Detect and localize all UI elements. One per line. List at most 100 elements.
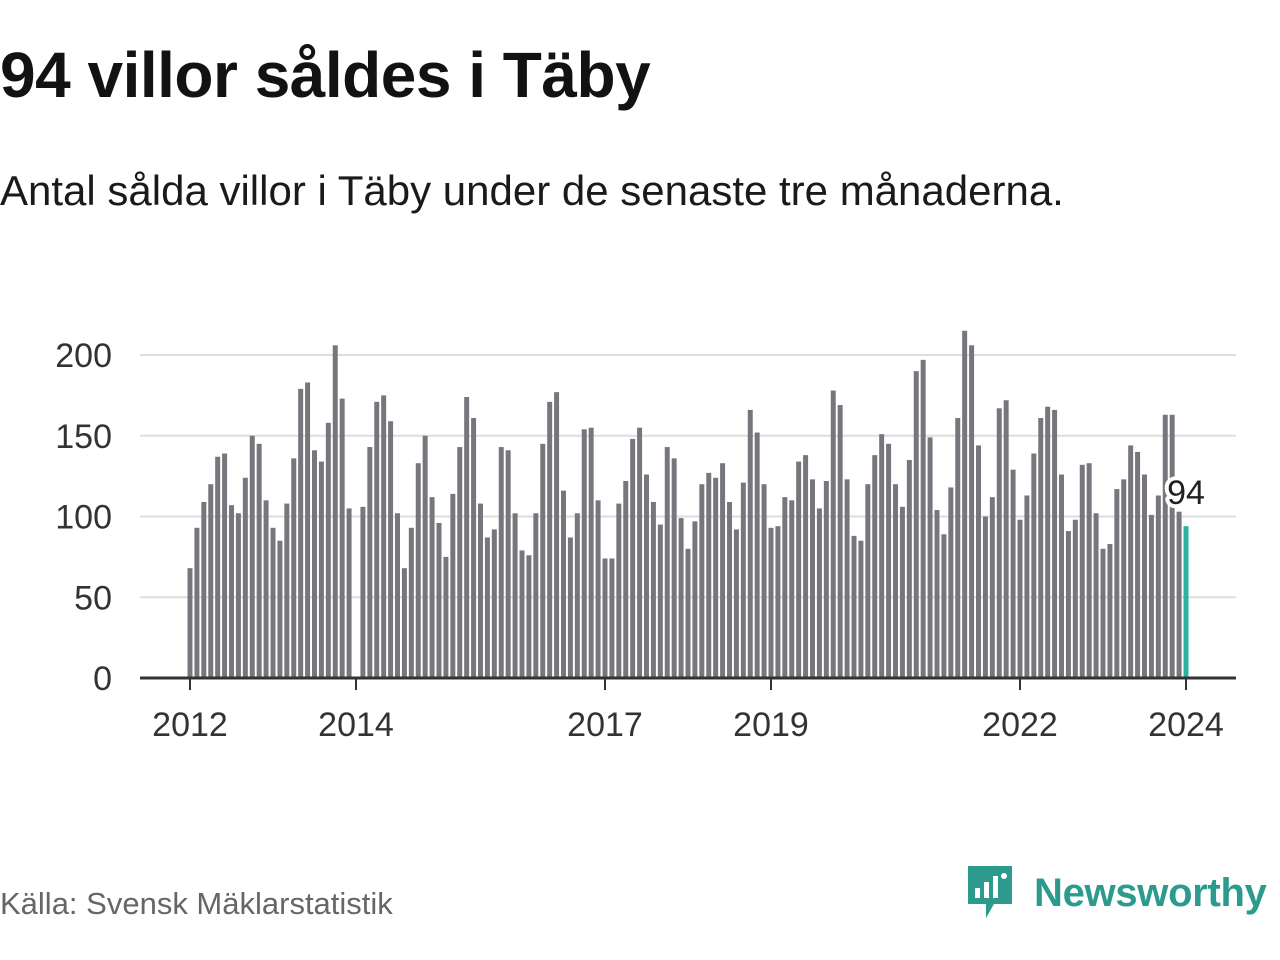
newsworthy-logo-icon [968,866,1012,918]
bar [837,405,843,678]
bar [948,487,954,678]
bar [886,443,892,678]
chart-title: 94 villor såldes i Täby [0,39,651,111]
highlight-bar [1183,526,1189,678]
bar [768,527,774,678]
bar [934,510,940,678]
bar [367,447,373,678]
x-tick-label: 2024 [1148,706,1224,744]
bar [381,395,387,678]
x-tick-label: 2022 [982,706,1058,744]
bar [512,513,518,678]
bar [588,427,594,678]
bar [810,479,815,678]
bar [256,443,262,678]
bar [1010,469,1016,678]
brand-logo[interactable]: Newsworthy [964,862,1267,924]
bar [464,396,470,678]
bar [567,537,573,678]
bar [754,432,760,678]
bar [1017,519,1023,678]
bar [720,463,726,678]
bar [457,447,463,678]
bar [1155,495,1161,678]
bar [325,422,331,678]
bar [395,513,400,678]
bar [1038,417,1044,678]
x-tick-label: 2012 [152,706,228,744]
bar [1100,548,1106,678]
bar [713,477,719,678]
bar [1052,409,1058,678]
bar [505,450,511,678]
brand-name: Newsworthy [1034,870,1267,915]
bar [692,521,698,678]
bar [215,456,221,678]
bar [657,524,663,678]
bar [671,458,677,678]
bar [865,484,871,678]
bar [484,537,490,678]
bar [775,526,781,678]
bar [498,447,504,678]
bar [830,390,836,678]
bar [920,359,926,678]
x-tick-label: 2014 [318,706,394,744]
bar [284,503,290,678]
bar [996,408,1002,678]
bar [976,445,981,678]
bar [450,493,456,678]
bar [339,398,345,678]
bar [1086,463,1092,678]
bar [1107,543,1113,678]
bar [318,461,324,678]
bar [443,556,449,678]
bar [291,458,297,678]
bar [913,371,919,678]
bar [561,490,566,678]
bar [436,522,442,678]
bar [298,388,304,678]
bar [526,555,532,678]
bar [1024,495,1030,678]
bars [187,330,1189,678]
bar [547,401,553,678]
y-tick-label: 200 [55,337,112,375]
bar [360,506,366,678]
bar [346,508,352,678]
bar [1059,474,1064,678]
bar [478,503,483,678]
bar [1065,531,1071,678]
bar [540,443,546,678]
bar [982,516,988,678]
bar [1135,451,1141,678]
bar [554,392,560,678]
bar [989,497,995,678]
bar [796,461,802,678]
bar [229,505,234,678]
bar [222,453,228,678]
bar [685,548,691,678]
bar [1003,400,1009,678]
bar [706,472,712,678]
bar [602,558,608,678]
bar [422,435,428,678]
bar [969,345,975,678]
x-tick-label: 2019 [733,706,809,744]
bar [519,550,525,678]
bar [235,513,241,678]
bar [899,506,905,678]
bar [374,401,380,678]
bar [816,508,822,678]
bar [1031,453,1037,678]
bar [630,438,636,678]
bar [733,529,739,678]
bar-chart: 0 50 100 150 200 2012 2014 2017 2019 2022 2024 94 [55,330,1236,744]
x-axis: 2012 2014 2017 2019 2022 2024 [140,676,1236,744]
y-tick-label: 100 [55,499,112,537]
bar [1093,513,1099,678]
annotation: 94 [1163,470,1209,516]
bar [187,568,193,678]
bar [574,513,580,678]
bar [533,513,539,678]
